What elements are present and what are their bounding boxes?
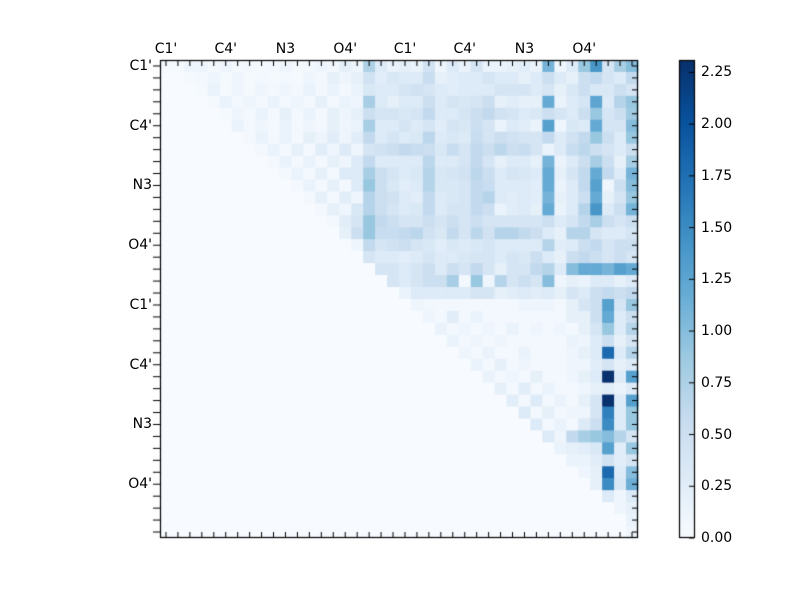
x-tick-label: C1' xyxy=(154,41,178,57)
x-tick-label: C1' xyxy=(393,41,417,57)
x-tick-label: O4' xyxy=(572,41,597,57)
y-tick-label: C4' xyxy=(129,356,152,373)
colorbar-tick-label: 1.25 xyxy=(701,271,733,288)
y-tick-label: C1' xyxy=(129,57,152,74)
colorbar-tick-label: 1.50 xyxy=(701,219,733,236)
y-tick-label: O4' xyxy=(128,476,152,493)
colorbar-tick-label: 1.00 xyxy=(701,323,733,340)
colorbar-tick-label: 1.75 xyxy=(701,167,733,184)
y-tick-label: C1' xyxy=(129,296,152,313)
colorbar-tick-label: 0.25 xyxy=(701,478,733,495)
x-tick-label: N3 xyxy=(275,41,296,57)
y-tick-label: N3 xyxy=(132,416,152,433)
x-tick-label: O4' xyxy=(333,41,358,57)
colorbar-tick-label: 0.50 xyxy=(701,426,733,443)
colorbar-tick-label: 0.75 xyxy=(701,374,733,391)
x-tick-label: C4' xyxy=(453,41,476,57)
y-tick-label: O4' xyxy=(128,237,152,254)
y-tick-label: N3 xyxy=(132,177,152,194)
colorbar-tick-label: 2.25 xyxy=(701,64,733,81)
x-tick-label: C4' xyxy=(214,41,237,57)
colorbar-tick-label: 0.00 xyxy=(701,530,733,546)
colorbar-tick-label: 2.00 xyxy=(701,116,733,133)
y-tick-label: C4' xyxy=(129,117,152,134)
x-tick-label: N3 xyxy=(514,41,535,57)
